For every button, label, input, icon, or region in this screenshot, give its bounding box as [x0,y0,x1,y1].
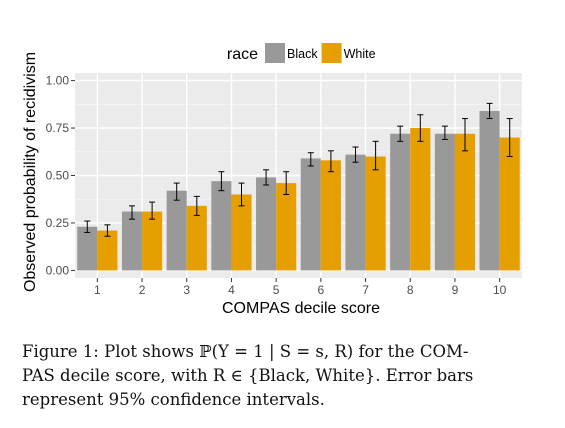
legend-item-black: Black [265,43,318,63]
error-bars [84,102,513,237]
x-tick-label: 8 [407,283,414,297]
bars [77,110,520,271]
bar-white-6 [320,160,341,271]
y-tick-label: 0.00 [46,263,70,277]
caption-line: represent 95% confidence intervals. [22,390,325,409]
legend-swatch [265,43,285,63]
error-bar-white-8 [417,114,424,142]
x-axis: 1 2 3 4 5 6 7 8 9 10 [94,278,507,297]
error-bar-black-1 [84,220,91,233]
x-tick-label: 10 [493,283,507,297]
figure-caption: Figure 1: Plot shows ℙ(Y = 1 | S = s, R)… [22,340,534,412]
y-tick-label: 0.25 [46,216,70,230]
error-bar-white-10 [506,118,513,158]
y-tick-label: 0.50 [46,169,70,183]
bar-black-10 [479,110,500,271]
y-tick-label: 1.00 [46,74,70,88]
bar-black-2 [121,211,143,271]
y-tick-label: 0.75 [46,121,70,135]
error-bar-black-8 [397,125,404,142]
error-bar-white-2 [149,201,156,220]
error-bar-black-3 [173,182,180,201]
legend-label: Black [287,47,318,61]
x-tick-label: 6 [318,283,325,297]
bar-black-1 [77,226,98,271]
bar-white-8 [410,128,431,271]
bar-white-9 [454,133,476,271]
legend-label: White [344,47,376,61]
bar-black-6 [300,158,321,271]
error-bar-white-3 [193,195,200,216]
bar-white-1 [97,230,118,271]
error-bar-white-4 [238,182,245,207]
bar-black-4 [211,181,232,271]
bar-black-7 [345,154,366,271]
error-bar-white-5 [283,171,290,195]
error-bar-black-6 [307,152,314,167]
caption-line: PAS decile score, with R ∈ {Black, White… [22,366,474,385]
x-tick-label: 1 [94,283,101,297]
error-bar-white-6 [327,150,334,173]
bar-black-3 [166,190,187,271]
x-tick-label: 2 [139,283,146,297]
bar-white-3 [186,205,207,271]
legend: race Black White [227,43,376,63]
bar-white-4 [231,194,252,271]
bar-chart: race Black White 0.00 0.25 0.50 0.75 1.00 1 2 3… [22,43,522,317]
legend-title: race [227,46,258,63]
x-tick-label: 5 [273,283,280,297]
error-bar-white-7 [372,140,379,171]
bar-black-5 [256,177,277,271]
x-tick-label: 7 [362,283,369,297]
x-tick-label: 9 [452,283,459,297]
error-bar-black-9 [441,125,448,140]
bar-white-10 [499,137,520,271]
error-bar-black-10 [486,102,493,120]
x-axis-label: COMPAS decile score [222,300,380,317]
legend-item-white: White [321,43,376,63]
error-bar-black-4 [218,171,225,192]
error-bar-black-7 [352,146,359,163]
y-axis-label: Observed probability of recidivism [22,52,39,292]
bar-white-7 [365,156,386,271]
legend-swatch [321,43,342,63]
error-bar-black-2 [128,205,135,220]
x-tick-label: 3 [183,283,190,297]
bar-white-5 [276,183,297,271]
error-bar-white-9 [462,118,469,152]
x-tick-label: 4 [228,283,235,297]
bar-white-2 [142,211,163,271]
error-bar-white-1 [104,224,111,237]
y-axis: 0.00 0.25 0.50 0.75 1.00 [46,74,75,277]
caption-line: Figure 1: Plot shows ℙ(Y = 1 | S = s, R)… [22,342,469,361]
error-bar-black-5 [263,169,270,186]
bar-black-9 [434,133,455,271]
bar-black-8 [390,133,411,271]
